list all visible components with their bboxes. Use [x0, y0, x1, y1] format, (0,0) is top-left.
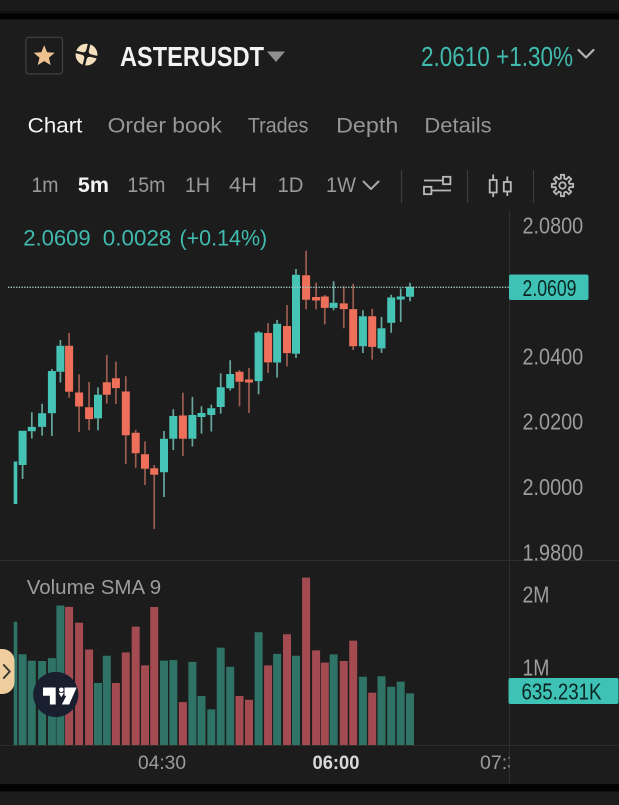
svg-text:Details: Details: [424, 115, 491, 138]
svg-text:2.0000: 2.0000: [523, 474, 584, 500]
svg-text:2.0609: 2.0609: [523, 275, 577, 301]
svg-text:1m: 1m: [32, 174, 59, 197]
svg-text:15m: 15m: [127, 174, 165, 197]
svg-text:07:3: 07:3: [480, 753, 518, 774]
svg-text:1M: 1M: [523, 655, 550, 681]
svg-text:1D: 1D: [278, 174, 304, 197]
svg-text:Trades: Trades: [248, 115, 309, 138]
svg-text:ASTERUSDT: ASTERUSDT: [120, 41, 264, 72]
svg-text:2.0800: 2.0800: [523, 213, 584, 239]
svg-text:2.0400: 2.0400: [523, 343, 584, 369]
svg-text:2.0610 +1.30%: 2.0610 +1.30%: [421, 41, 573, 72]
svg-text:Chart: Chart: [28, 115, 83, 138]
svg-text:Order book: Order book: [108, 115, 223, 138]
svg-text:635.231K: 635.231K: [522, 679, 602, 705]
svg-text:4H: 4H: [229, 174, 257, 197]
svg-text:1W: 1W: [326, 174, 356, 197]
svg-text:04:30: 04:30: [138, 753, 186, 774]
svg-text:2.0200: 2.0200: [523, 409, 584, 435]
svg-text:Volume SMA 9: Volume SMA 9: [27, 576, 161, 599]
svg-text:2M: 2M: [523, 582, 550, 608]
svg-text:1.9800: 1.9800: [523, 540, 584, 566]
svg-text:1H: 1H: [185, 174, 210, 197]
svg-text:06:00: 06:00: [313, 753, 360, 774]
svg-text:5m: 5m: [78, 174, 109, 197]
svg-text:Depth: Depth: [336, 115, 398, 138]
